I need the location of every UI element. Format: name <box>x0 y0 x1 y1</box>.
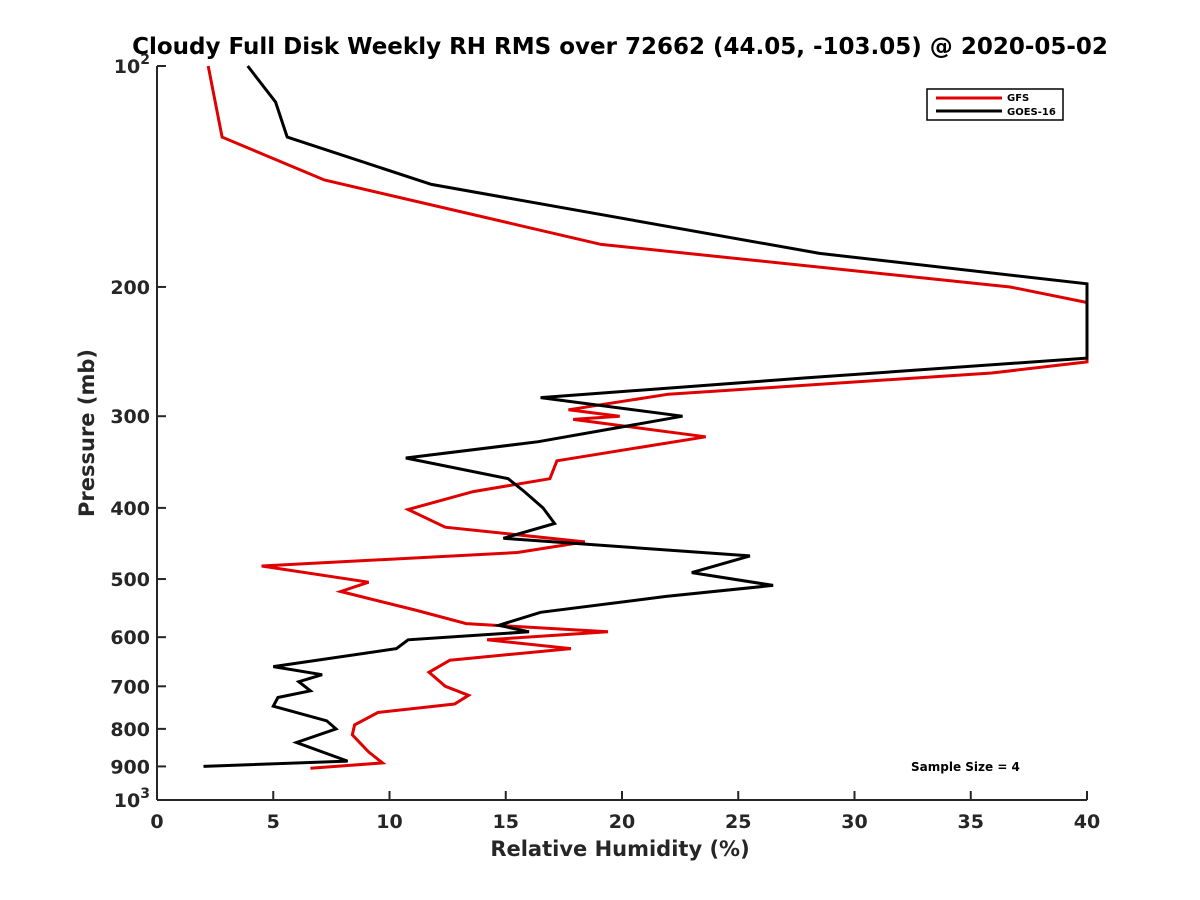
axes-layer <box>156 66 1087 801</box>
series-line-gfs <box>206 65 1089 770</box>
legend-label-gfs: GFS <box>1007 93 1029 104</box>
y-tick-label: 600 <box>110 627 150 649</box>
x-tick-label: 0 <box>150 811 163 833</box>
tick-layer: 0 5 10 15 20 25 30 35 40 102 200 300 400 500 600 700 800… <box>110 52 1100 833</box>
x-axis-label: Relative Humidity (%) <box>490 837 749 861</box>
y-tick-label: 102 <box>114 52 150 78</box>
y-tick-label: 300 <box>110 406 150 428</box>
x-tick-label: 10 <box>376 811 402 833</box>
legend-label-goes16: GOES-16 <box>1007 107 1056 118</box>
x-tick-label: 40 <box>1074 811 1100 833</box>
y-tick-label: 200 <box>110 277 150 299</box>
y-axis-label: Pressure (mb) <box>75 349 99 517</box>
y-tick-label: 900 <box>110 756 150 778</box>
x-tick-label: 35 <box>958 811 984 833</box>
legend-box <box>926 88 1064 121</box>
legend: GFS GOES-16 <box>926 88 1064 121</box>
y-tick-label: 800 <box>110 719 150 741</box>
x-tick-label: 5 <box>267 811 280 833</box>
series-line-goes16 <box>203 65 1089 768</box>
y-tick-label: 500 <box>110 569 150 591</box>
sample-size-annotation: Sample Size = 4 <box>911 760 1020 774</box>
x-tick-label: 25 <box>725 811 751 833</box>
series-layer <box>203 65 1089 770</box>
chart-title: Cloudy Full Disk Weekly RH RMS over 7266… <box>132 34 1108 60</box>
x-tick-label: 20 <box>609 811 635 833</box>
y-tick-label: 400 <box>110 498 150 520</box>
x-tick-label: 15 <box>493 811 519 833</box>
x-tick-label: 30 <box>841 811 867 833</box>
y-tick-label: 700 <box>110 676 150 698</box>
y-tick-label: 103 <box>114 786 150 812</box>
